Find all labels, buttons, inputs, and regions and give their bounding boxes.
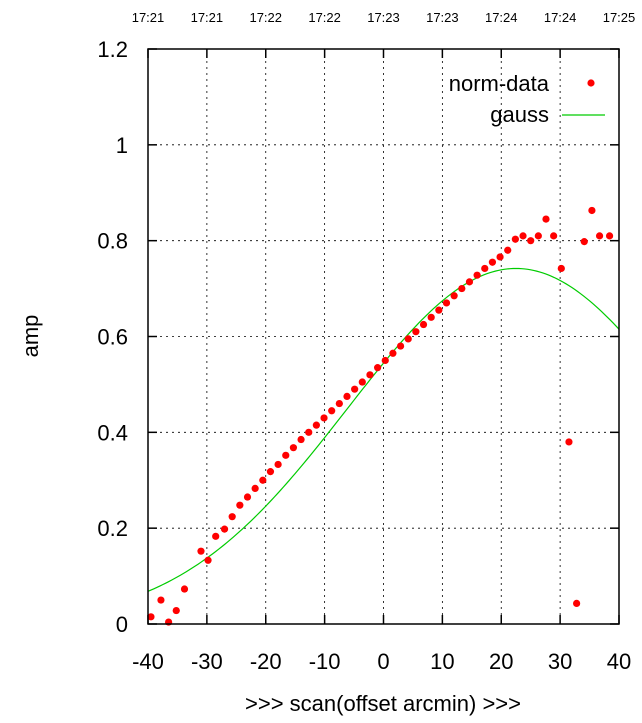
y-tick-label: 1 [116,133,128,158]
data-point [282,451,290,459]
data-point [419,320,428,329]
top-time-label: 17:22 [249,10,282,25]
y-tick-label: 0.4 [97,420,128,445]
data-point [473,271,481,279]
data-point [504,246,512,254]
data-point [335,399,343,408]
data-point [251,484,259,492]
x-tick-label: 40 [607,649,631,674]
top-axis-time-labels: 17:21 17:21 17:22 17:22 17:23 17:23 17:24 17:24… [132,10,636,25]
data-point [550,232,558,240]
data-point [481,264,489,273]
data-point [412,328,420,336]
data-point [289,444,298,452]
data-point [220,525,229,533]
data-point [212,532,220,540]
data-point [328,407,336,415]
x-tick-label: -40 [132,649,164,674]
data-point [157,596,165,604]
top-time-label: 17:23 [426,10,459,25]
data-point [305,428,313,436]
data-point [450,292,458,300]
data-point [565,438,573,446]
data-point [595,232,604,240]
data-point [204,556,212,564]
data-point [180,585,189,593]
data-point [358,378,366,386]
data-point [297,435,305,444]
data-point [435,306,443,314]
data-point [351,385,359,393]
data-point [427,313,435,321]
data-point [580,238,588,246]
data-point [465,278,474,286]
legend-label-gauss: gauss [490,102,549,127]
x-tick-label: -10 [309,649,341,674]
data-point [542,215,550,223]
data-point [605,232,614,240]
data-point [312,421,320,429]
data-point [266,468,275,476]
y-tick-label: 0.8 [97,229,128,254]
top-time-label: 17:23 [367,10,400,25]
x-tick-label: 0 [377,649,389,674]
legend-label-norm-data: norm-data [449,71,550,96]
data-point [381,356,389,365]
y-axis-tick-labels: 0 0.2 0.4 0.6 0.8 1 1.2 [97,37,128,637]
y-tick-label: 0 [116,612,128,637]
x-axis-title: >>> scan(offset arcmin) >>> [245,691,521,716]
data-point [236,501,244,509]
top-time-label: 17:24 [485,10,518,25]
data-point [374,364,382,372]
data-point [557,264,565,273]
plot-frame [147,48,620,625]
data-point [228,513,236,521]
y-tick-label: 0.6 [97,325,128,350]
data-point [343,392,351,400]
data-point [147,613,155,621]
data-point [588,206,596,215]
top-time-label: 17:25 [603,10,636,25]
data-point [172,606,180,615]
x-tick-label: 10 [430,649,454,674]
y-tick-label: 1.2 [97,37,128,62]
top-time-label: 17:21 [191,10,224,25]
x-tick-label: 20 [489,649,513,674]
data-point [396,342,405,350]
data-point [458,284,466,293]
data-point [511,235,519,243]
top-time-label: 17:24 [544,10,577,25]
legend: norm-data gauss [449,71,605,127]
data-point [197,547,205,555]
x-tick-label: -30 [191,649,223,674]
data-point [404,335,412,343]
data-point [496,253,504,261]
top-time-label: 17:22 [308,10,341,25]
data-point [366,371,374,379]
data-point [243,493,252,501]
x-tick-label: 30 [548,649,572,674]
x-axis-tick-labels: -40 -30 -20 -10 0 10 20 30 40 [132,649,631,674]
data-point [389,349,397,357]
data-point [274,460,282,469]
legend-marker-norm-data [587,79,595,87]
data-point [259,476,267,484]
data-point [534,232,542,240]
top-time-label: 17:21 [132,10,165,25]
x-tick-label: -20 [250,649,282,674]
data-point [488,258,497,266]
data-point [320,414,328,422]
data-point [442,299,451,307]
data-point [573,599,581,607]
y-axis-title: amp [18,315,43,358]
norm-data-series [147,206,614,626]
data-point [527,237,535,245]
y-tick-label: 0.2 [97,516,128,541]
data-point [519,232,527,240]
